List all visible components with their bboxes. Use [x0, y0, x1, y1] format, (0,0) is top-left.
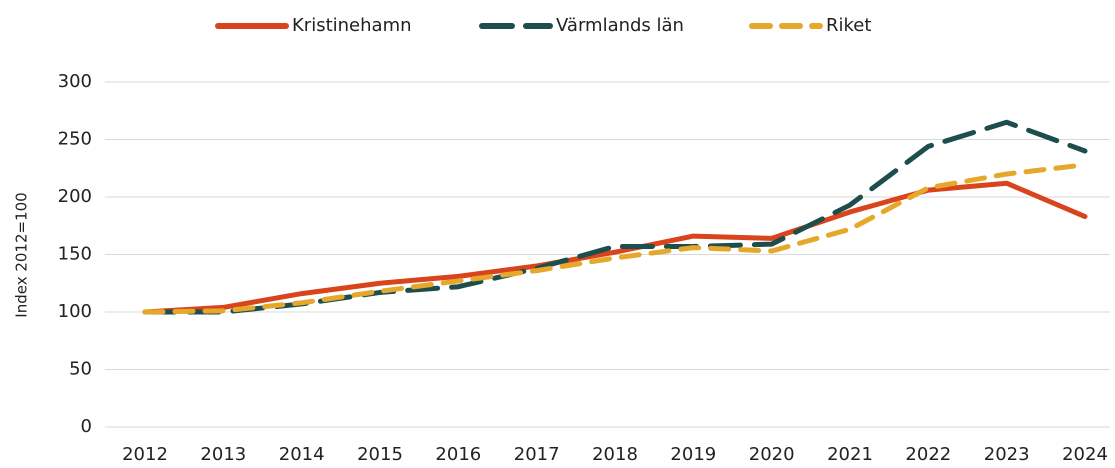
- x-tick-label: 2015: [357, 444, 403, 465]
- x-tick-label: 2014: [279, 444, 325, 465]
- y-tick-label: 150: [58, 244, 92, 265]
- series-line: [142, 162, 1088, 315]
- y-axis-label: Index 2012=100: [13, 192, 31, 317]
- x-tick-label: 2023: [984, 444, 1030, 465]
- x-tick-label: 2021: [827, 444, 873, 465]
- x-tick-label: 2017: [514, 444, 560, 465]
- legend-label: Riket: [826, 15, 871, 36]
- y-tick-label: 200: [58, 186, 92, 207]
- x-tick-label: 2020: [749, 444, 795, 465]
- y-tick-label: 300: [58, 71, 92, 92]
- x-tick-label: 2022: [905, 444, 951, 465]
- x-tick-label: 2013: [200, 444, 246, 465]
- x-tick-label: 2019: [670, 444, 716, 465]
- series-line: [142, 180, 1088, 315]
- y-tick-label: 250: [58, 129, 92, 150]
- y-tick-label: 100: [58, 301, 92, 322]
- x-tick-label: 2016: [435, 444, 481, 465]
- x-tick-label: 2018: [592, 444, 638, 465]
- legend-label: Kristinehamn: [292, 15, 412, 36]
- y-tick-label: 50: [69, 359, 92, 380]
- y-tick-label: 0: [81, 416, 92, 437]
- x-tick-label: 2024: [1062, 444, 1108, 465]
- x-tick-label: 2012: [122, 444, 168, 465]
- legend-label: Värmlands län: [556, 15, 684, 36]
- series-line: [142, 119, 1088, 315]
